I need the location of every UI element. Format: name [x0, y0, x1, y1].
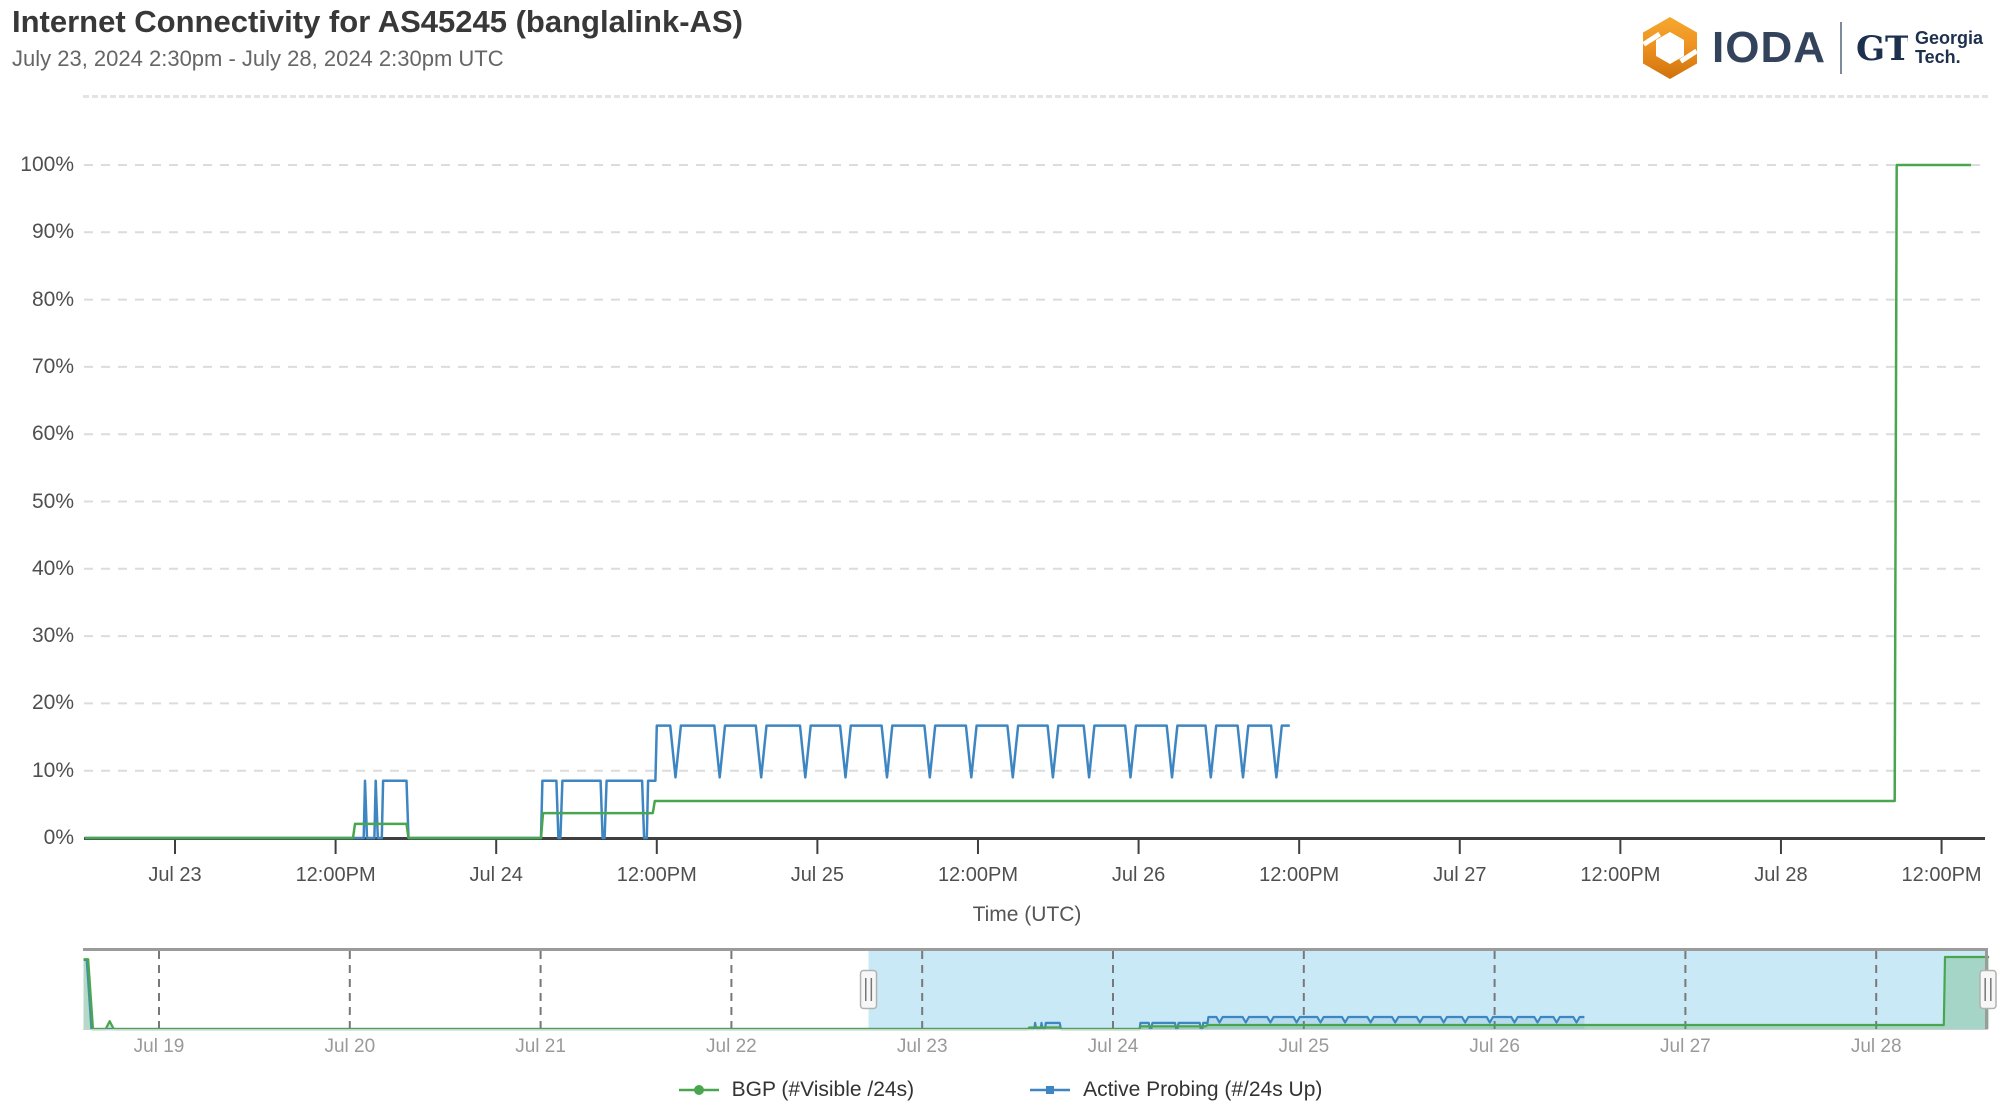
y-tick-label: 10%: [31, 758, 74, 782]
navigator-tick-label: Jul 27: [1660, 1036, 1711, 1057]
ioda-logo-icon: [1642, 17, 1698, 79]
y-tick-label: 100%: [20, 153, 74, 176]
x-tick-label: 12:00PM: [295, 864, 376, 886]
y-tick-label: 90%: [31, 220, 74, 244]
x-tick-label: 12:00PM: [616, 864, 697, 886]
x-tick-label: Jul 28: [1754, 864, 1808, 886]
navigator: [83, 948, 1997, 1031]
x-tick-label: Jul 26: [1111, 864, 1166, 886]
date-range-subtitle: July 23, 2024 2:30pm - July 28, 2024 2:3…: [12, 46, 504, 71]
chart-legend: BGP (#Visible /24s) Active Probing (#/24…: [0, 1078, 2000, 1102]
navigator-tick-label: Jul 24: [1087, 1036, 1139, 1057]
y-tick-label: 20%: [31, 691, 74, 715]
navigator-left-handle[interactable]: [859, 969, 878, 1010]
x-axis-ticks: [174, 840, 1943, 854]
svg-text:GT: GT: [1856, 31, 1908, 65]
page-title: Internet Connectivity for AS45245 (bangl…: [12, 4, 743, 39]
y-tick-label: 50%: [31, 489, 74, 513]
x-tick-label: Jul 23: [148, 864, 202, 886]
bgp-legend-marker-icon: [678, 1085, 719, 1095]
navigator-tick-label: Jul 23: [896, 1036, 948, 1057]
legend-item-bgp[interactable]: BGP (#Visible /24s): [678, 1078, 914, 1102]
x-tick-label: Jul 27: [1433, 864, 1487, 886]
navigator-left-handle-grip[interactable]: [859, 969, 878, 1010]
navigator-tick-label: Jul 28: [1850, 1036, 1902, 1057]
x-tick-label: 12:00PM: [1580, 864, 1661, 886]
legend-label-bgp: BGP (#Visible /24s): [731, 1078, 915, 1101]
y-tick-label: 60%: [31, 422, 74, 446]
probing-legend-marker-icon: [1030, 1086, 1071, 1094]
navigator-area: [83, 959, 1585, 1029]
navigator-tick-label: Jul 25: [1278, 1036, 1330, 1057]
series-line-active-probing: [84, 724, 1290, 840]
navigator-tick-label: Jul 20: [324, 1036, 376, 1057]
logo-group: IODA GT Georgia Tech.: [1642, 16, 1983, 80]
main-series: [84, 163, 1971, 840]
y-gridlines: [84, 164, 1985, 772]
header-separator: [83, 95, 1988, 98]
y-tick-label: 40%: [31, 556, 74, 580]
navigator-tick-label: Jul 22: [706, 1036, 757, 1057]
x-tick-label: Jul 25: [790, 864, 845, 886]
logo-divider: [1840, 22, 1842, 74]
x-axis-title: Time (UTC): [972, 903, 1082, 926]
legend-label-active-probing: Active Probing (#/24s Up): [1083, 1078, 1323, 1101]
gt-mark-icon: GT: [1856, 31, 1908, 65]
navigator-right-handle[interactable]: [1979, 969, 1997, 1010]
navigator-tick-label: Jul 19: [133, 1036, 185, 1057]
legend-item-active-probing[interactable]: Active Probing (#/24s Up): [1029, 1078, 1322, 1102]
x-tick-label: 12:00PM: [937, 864, 1018, 886]
gt-name: Georgia Tech.: [1915, 28, 1984, 67]
y-tick-label: 70%: [31, 354, 74, 378]
y-tick-label: 80%: [31, 287, 74, 311]
navigator-right-handle-grip[interactable]: [1979, 969, 1997, 1010]
georgia-tech-logo: GT Georgia Tech.: [1856, 29, 1983, 67]
y-tick-label: 0%: [43, 826, 74, 849]
navigator-tick-label: Jul 26: [1469, 1036, 1520, 1057]
ioda-wordmark: IODA: [1712, 23, 1826, 72]
x-tick-label: Jul 24: [469, 864, 523, 886]
navigator-tick-label: Jul 21: [515, 1036, 566, 1057]
x-tick-label: 12:00PM: [1259, 864, 1340, 886]
series-line-bgp: [84, 163, 1971, 840]
x-tick-label: 12:00PM: [1901, 864, 1982, 886]
y-tick-label: 30%: [31, 624, 74, 648]
